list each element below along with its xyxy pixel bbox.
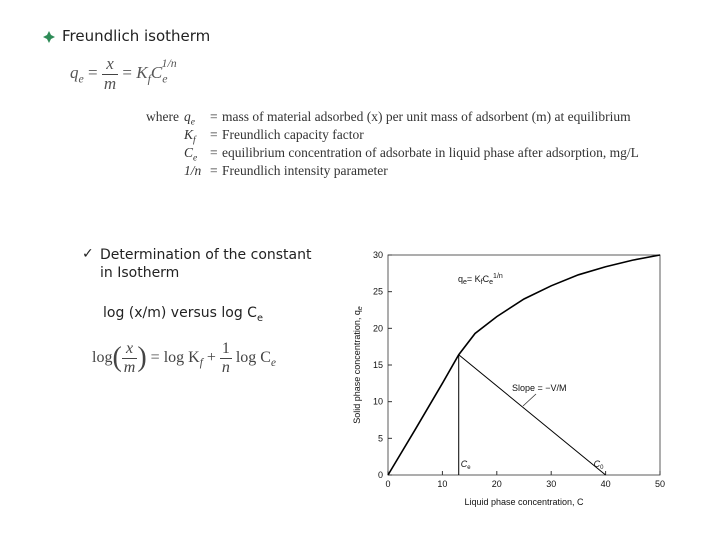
x-tick-label: 20: [492, 479, 502, 489]
heading: Freundlich isotherm: [62, 27, 211, 45]
definition: mass of material adsorbed (x) per unit m…: [222, 109, 631, 124]
eq-den: m: [103, 73, 117, 93]
x-tick-label: 50: [655, 479, 665, 489]
axis-annotation: C0: [594, 459, 605, 471]
log-den: m: [123, 358, 136, 376]
eq-symbol: q: [70, 63, 79, 83]
formula-part: = K: [467, 274, 481, 284]
log-den: n: [221, 358, 230, 376]
x-tick-label: 0: [385, 479, 390, 489]
log-num: x: [121, 340, 138, 359]
equals: =: [210, 109, 218, 124]
formula-part: C: [483, 274, 490, 284]
x-tick-label: 40: [601, 479, 611, 489]
eq-symbol: =: [88, 63, 98, 83]
term-sub: f: [193, 135, 196, 146]
where-label: where: [146, 109, 179, 124]
x-tick-label: 30: [546, 479, 556, 489]
y-tick-label: 30: [373, 250, 383, 260]
eq-symbol: C: [150, 63, 163, 83]
equals: =: [210, 127, 218, 142]
annotation-sub: e: [467, 465, 471, 471]
y-axis-title: Solid phase concentration, qe: [352, 306, 364, 424]
check-icon: ✓: [82, 246, 94, 262]
log-part: +: [206, 348, 216, 366]
y-axis-title-sub: e: [357, 306, 364, 310]
plot-text-sub: e: [256, 312, 263, 324]
plot-text: log (x/m) versus log Ce: [103, 305, 263, 324]
plot-frame: [387, 254, 661, 476]
where-row: 1/n = Freundlich intensity parameter: [184, 162, 664, 180]
y-axis-title-text: Solid phase concentration, q: [352, 310, 362, 424]
log-num: 1: [219, 340, 232, 359]
series-line: [458, 354, 606, 476]
y-tick-label: 5: [378, 433, 383, 443]
axis-annotation: Ce: [461, 459, 472, 471]
slope-pointer: [522, 393, 537, 407]
formula-annotation: qe= KfCe1/n: [458, 273, 503, 286]
eq-sub: e: [78, 71, 84, 86]
annotation-sub: 0: [600, 465, 604, 471]
eq-symbol: =: [122, 63, 132, 83]
y-tick-label: 20: [373, 323, 383, 333]
log-sub: f: [199, 356, 203, 369]
where-term: Kf: [184, 126, 196, 150]
y-tick-label: 15: [373, 360, 383, 370]
y-tick-label: 0: [378, 470, 383, 480]
term: 1/n: [184, 163, 202, 178]
formula-sub: e: [463, 279, 467, 286]
definition: equilibrium concentration of adsorbate i…: [222, 145, 639, 160]
step-text: Determination of the constant in Isother…: [100, 247, 312, 281]
definition: Freundlich capacity factor: [222, 127, 364, 142]
formula-sup: 1/n: [493, 273, 503, 280]
where-row: Kf = Freundlich capacity factor: [184, 126, 664, 146]
annotation-main: C: [461, 459, 468, 469]
term: q: [184, 109, 191, 124]
term-sub: e: [190, 117, 195, 128]
where-term: qe: [184, 108, 195, 132]
chart: 0 10 20 30 40 50 0 5 10 15 20 25 30 Liquid phase conc…: [352, 250, 665, 507]
log-part: log: [92, 348, 113, 366]
where-row: qe = mass of material adsorbed (x) per uni…: [184, 108, 664, 128]
eq-sub: f: [147, 71, 151, 86]
term: C: [184, 145, 194, 160]
log-part: = log K: [150, 348, 200, 366]
log-sub: e: [270, 356, 276, 369]
series-line: [387, 254, 661, 476]
where-row: Ce = equilibrium concentration of adsorbat…: [184, 144, 664, 164]
log-part: log C: [235, 348, 271, 366]
where-rows: qe = mass of material adsorbed (x) per uni…: [184, 108, 664, 180]
definition: Freundlich intensity parameter: [222, 163, 388, 178]
term: K: [184, 127, 194, 142]
formula-part: q: [458, 274, 463, 284]
eq-num: x: [101, 54, 119, 75]
where-term: Ce: [184, 144, 197, 168]
x-tick-label: 10: [437, 479, 447, 489]
where-term: 1/n: [184, 162, 201, 180]
y-tick-label: 25: [373, 287, 383, 297]
eq-sub: e: [162, 71, 168, 86]
formula-sub: e: [489, 279, 493, 286]
x-axis-title: Liquid phase concentration, C: [464, 497, 584, 507]
formula-sub: f: [481, 279, 483, 286]
eq-sup: 1/n: [161, 56, 177, 71]
equals: =: [210, 163, 218, 178]
eq-symbol: K: [136, 63, 148, 83]
term-sub: e: [193, 153, 198, 164]
annotation-main: C: [594, 459, 601, 469]
bullet-icon: [43, 31, 55, 43]
plot-text-main: log (x/m) versus log C: [103, 305, 257, 321]
slope-annotation: Slope = −V/M: [512, 383, 567, 393]
y-tick-label: 10: [373, 397, 383, 407]
equals: =: [210, 145, 218, 160]
